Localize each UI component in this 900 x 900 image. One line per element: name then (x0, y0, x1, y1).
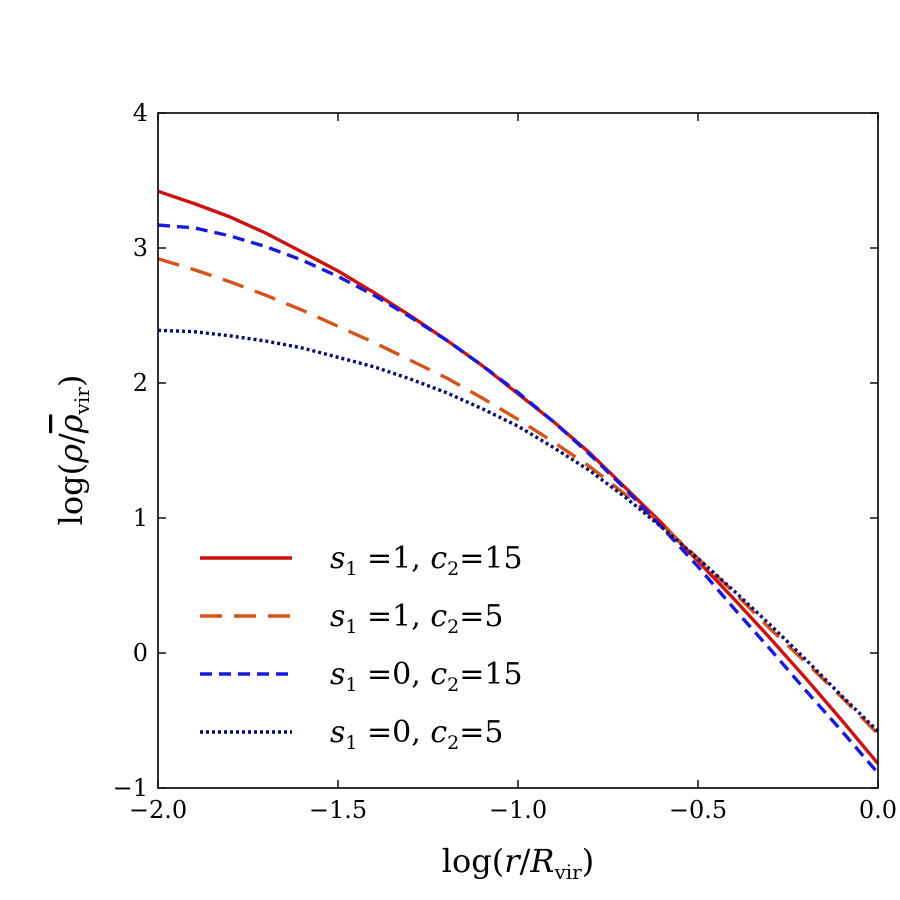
ticks-layer: −2.0 −1.5 −1.0 −0.5 0.0 −1 0 1 2 3 4 (113, 99, 897, 824)
series-line-4 (157, 328, 880, 733)
y-tick-label: 3 (133, 234, 148, 262)
y-tick-label: 0 (133, 639, 148, 667)
legend-label-4: s1 =0, c2=5 (330, 715, 503, 754)
legend-label-2: s1 =1, c2=5 (330, 599, 503, 638)
x-tick-label: −1.0 (489, 796, 547, 824)
series-layer (157, 189, 880, 775)
x-tick-label: −2.0 (129, 796, 187, 824)
x-tick-label: −1.5 (309, 796, 367, 824)
y-tick-label: 4 (133, 99, 148, 127)
series-line-3 (157, 223, 880, 775)
legend: s1 =1, c2=15 s1 =1, c2=5 s1 =0, c2=15 s1 =0… (200, 541, 523, 754)
x-tick-label: −0.5 (669, 796, 727, 824)
series-line-2 (157, 257, 880, 736)
legend-label-1: s1 =1, c2=15 (330, 541, 523, 580)
x-tick-label: 0.0 (859, 796, 897, 824)
legend-label-3: s1 =0, c2=15 (330, 657, 523, 696)
y-tick-label: 1 (133, 504, 148, 532)
y-tick-label: 2 (133, 369, 148, 397)
y-tick-label: −1 (113, 774, 148, 802)
